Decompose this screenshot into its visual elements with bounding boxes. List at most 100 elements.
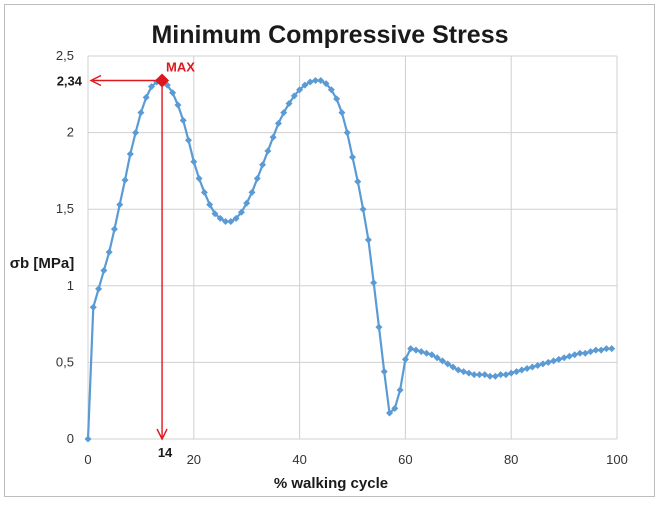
data-point	[449, 363, 457, 371]
max-x-value-label: 14	[158, 445, 173, 460]
data-point	[116, 201, 124, 209]
data-point	[370, 279, 378, 287]
data-point	[147, 83, 155, 91]
data-point	[587, 348, 595, 356]
data-point	[491, 372, 499, 380]
data-point	[407, 345, 415, 353]
data-point	[375, 323, 383, 331]
data-point	[290, 92, 298, 100]
data-point	[417, 348, 425, 356]
data-point	[512, 368, 520, 376]
data-point	[264, 147, 272, 155]
data-point	[248, 188, 256, 196]
data-point	[142, 93, 150, 101]
data-point	[454, 366, 462, 374]
data-point	[560, 354, 568, 362]
data-point	[433, 354, 441, 362]
max-v-arrowhead	[156, 428, 168, 441]
x-tick-label: 80	[504, 452, 518, 467]
y-tick-labels: 0 0,5 1 1,5 2 2,5	[56, 48, 74, 446]
data-point	[132, 129, 140, 137]
data-point	[364, 236, 372, 244]
data-point	[465, 369, 473, 377]
data-point	[470, 371, 478, 379]
chart-title: Minimum Compressive Stress	[151, 21, 508, 49]
data-point	[438, 357, 446, 365]
data-point	[285, 99, 293, 107]
data-point	[412, 346, 420, 354]
data-point	[354, 178, 362, 186]
data-point	[550, 357, 558, 365]
data-point	[206, 201, 214, 209]
data-point	[423, 349, 431, 357]
data-point	[174, 101, 182, 109]
x-tick-label: 40	[292, 452, 306, 467]
data-point	[359, 205, 367, 213]
max-h-arrowhead	[89, 74, 102, 87]
data-point	[105, 248, 113, 256]
x-tick-labels: 0 20 40 60 80 100	[84, 452, 627, 467]
data-point	[565, 352, 573, 360]
data-point	[211, 210, 219, 218]
data-point	[269, 133, 277, 141]
data-point	[544, 358, 552, 366]
data-point	[195, 175, 203, 183]
data-point	[259, 161, 267, 169]
x-tick-label: 0	[84, 452, 91, 467]
x-axis-label: % walking cycle	[274, 475, 388, 492]
data-point	[137, 109, 145, 117]
data-point	[253, 175, 261, 183]
data-point	[534, 361, 542, 369]
data-point	[539, 360, 547, 368]
data-point	[296, 86, 304, 94]
data-point	[95, 285, 103, 293]
data-point	[576, 349, 584, 357]
annotation-layer: MAX 2,34 14	[57, 60, 196, 460]
data-point	[349, 153, 356, 161]
data-point	[581, 349, 589, 357]
data-point	[89, 303, 97, 311]
series-line	[86, 79, 612, 440]
data-point	[343, 129, 351, 137]
data-point	[243, 199, 251, 207]
data-point	[100, 266, 108, 274]
data-point	[280, 109, 288, 117]
data-point	[169, 89, 177, 97]
max-label: MAX	[166, 60, 195, 75]
data-point	[301, 81, 309, 89]
data-point	[528, 363, 536, 371]
data-point	[523, 365, 531, 373]
data-point	[274, 119, 282, 127]
data-point	[428, 351, 436, 359]
data-point	[333, 95, 341, 103]
data-point	[317, 77, 325, 85]
x-tick-label: 100	[606, 452, 628, 467]
grid-lines	[87, 55, 618, 440]
data-point	[338, 109, 346, 117]
data-point	[386, 409, 394, 417]
data-point	[237, 208, 245, 216]
data-point	[179, 116, 187, 124]
data-point	[555, 355, 563, 363]
data-point	[126, 150, 134, 158]
data-point	[475, 371, 483, 379]
data-point	[608, 345, 616, 353]
data-point	[486, 372, 494, 380]
y-tick-label: 1	[67, 278, 74, 293]
max-y-value-label: 2,34	[57, 74, 83, 89]
data-point	[507, 369, 515, 377]
x-tick-label: 20	[187, 452, 201, 467]
data-point	[311, 77, 319, 85]
data-point	[396, 386, 404, 394]
data-point	[602, 345, 610, 353]
data-point	[227, 217, 235, 225]
data-point	[497, 371, 505, 379]
data-point	[121, 176, 129, 184]
series-layer	[84, 77, 616, 443]
y-axis-label: σb [MPa]	[10, 255, 74, 272]
y-tick-label: 0,5	[56, 354, 74, 369]
data-point	[460, 368, 468, 376]
data-point	[327, 86, 335, 94]
data-point	[185, 136, 193, 144]
